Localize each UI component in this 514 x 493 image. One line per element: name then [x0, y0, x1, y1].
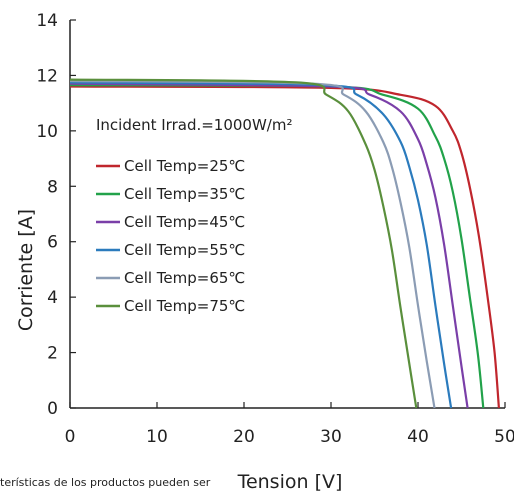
x-tick-label: 10	[146, 427, 168, 447]
legend-label: Cell Temp=65℃	[124, 269, 245, 287]
x-tick-label: 50	[494, 427, 514, 447]
footer-text: terísticas de los productos pueden ser	[0, 476, 211, 489]
y-tick-label: 6	[47, 233, 58, 253]
x-tick-label: 20	[233, 427, 255, 447]
legend-label: Cell Temp=25℃	[124, 157, 245, 175]
x-ticks: 0 10 20 30 40 50	[65, 402, 514, 447]
legend: Cell Temp=25℃ Cell Temp=35℃ Cell Temp=45℃ C…	[96, 157, 245, 315]
y-tick-label: 0	[47, 399, 58, 419]
x-tick-label: 30	[320, 427, 342, 447]
y-tick-label: 8	[47, 177, 58, 197]
x-tick-label: 0	[65, 427, 76, 447]
legend-label: Cell Temp=75℃	[124, 297, 245, 315]
y-tick-label: 2	[47, 344, 58, 364]
series-line-6	[69, 78, 418, 409]
legend-label: Cell Temp=55℃	[124, 241, 245, 259]
y-axis-title: Corriente [A]	[15, 209, 37, 331]
y-tick-label: 14	[36, 11, 58, 31]
legend-label: Cell Temp=45℃	[124, 213, 245, 231]
legend-label: Cell Temp=35℃	[124, 185, 245, 203]
series-line-1	[69, 85, 500, 409]
y-tick-label: 10	[36, 122, 58, 142]
annotation-text: Incident Irrad.=1000W/m²	[96, 116, 292, 134]
series-lines	[69, 78, 500, 409]
y-tick-label: 12	[36, 66, 58, 86]
x-tick-label: 40	[407, 427, 429, 447]
y-tick-label: 4	[47, 288, 58, 308]
y-ticks: 0 2 4 6 8 10 12 14	[36, 11, 76, 419]
x-axis-title: Tension [V]	[237, 471, 343, 493]
